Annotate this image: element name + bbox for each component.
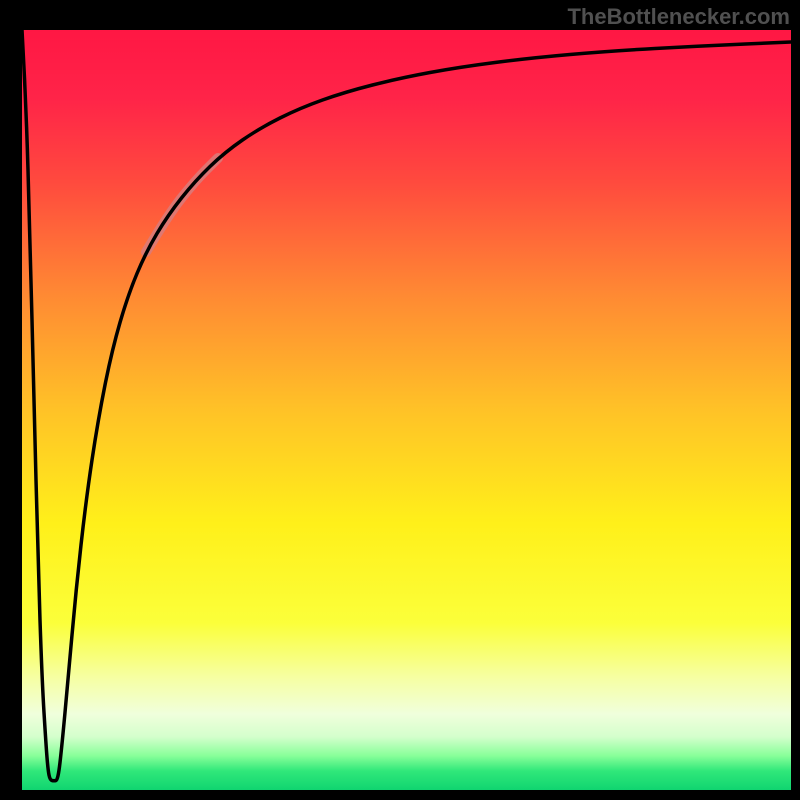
curve-layer xyxy=(22,30,791,790)
bottleneck-curve xyxy=(22,30,791,781)
curve-highlight-segment xyxy=(146,158,218,252)
watermark-text: TheBottlenecker.com xyxy=(567,4,790,30)
plot-area xyxy=(22,30,791,790)
chart-container: TheBottlenecker.com xyxy=(0,0,800,800)
